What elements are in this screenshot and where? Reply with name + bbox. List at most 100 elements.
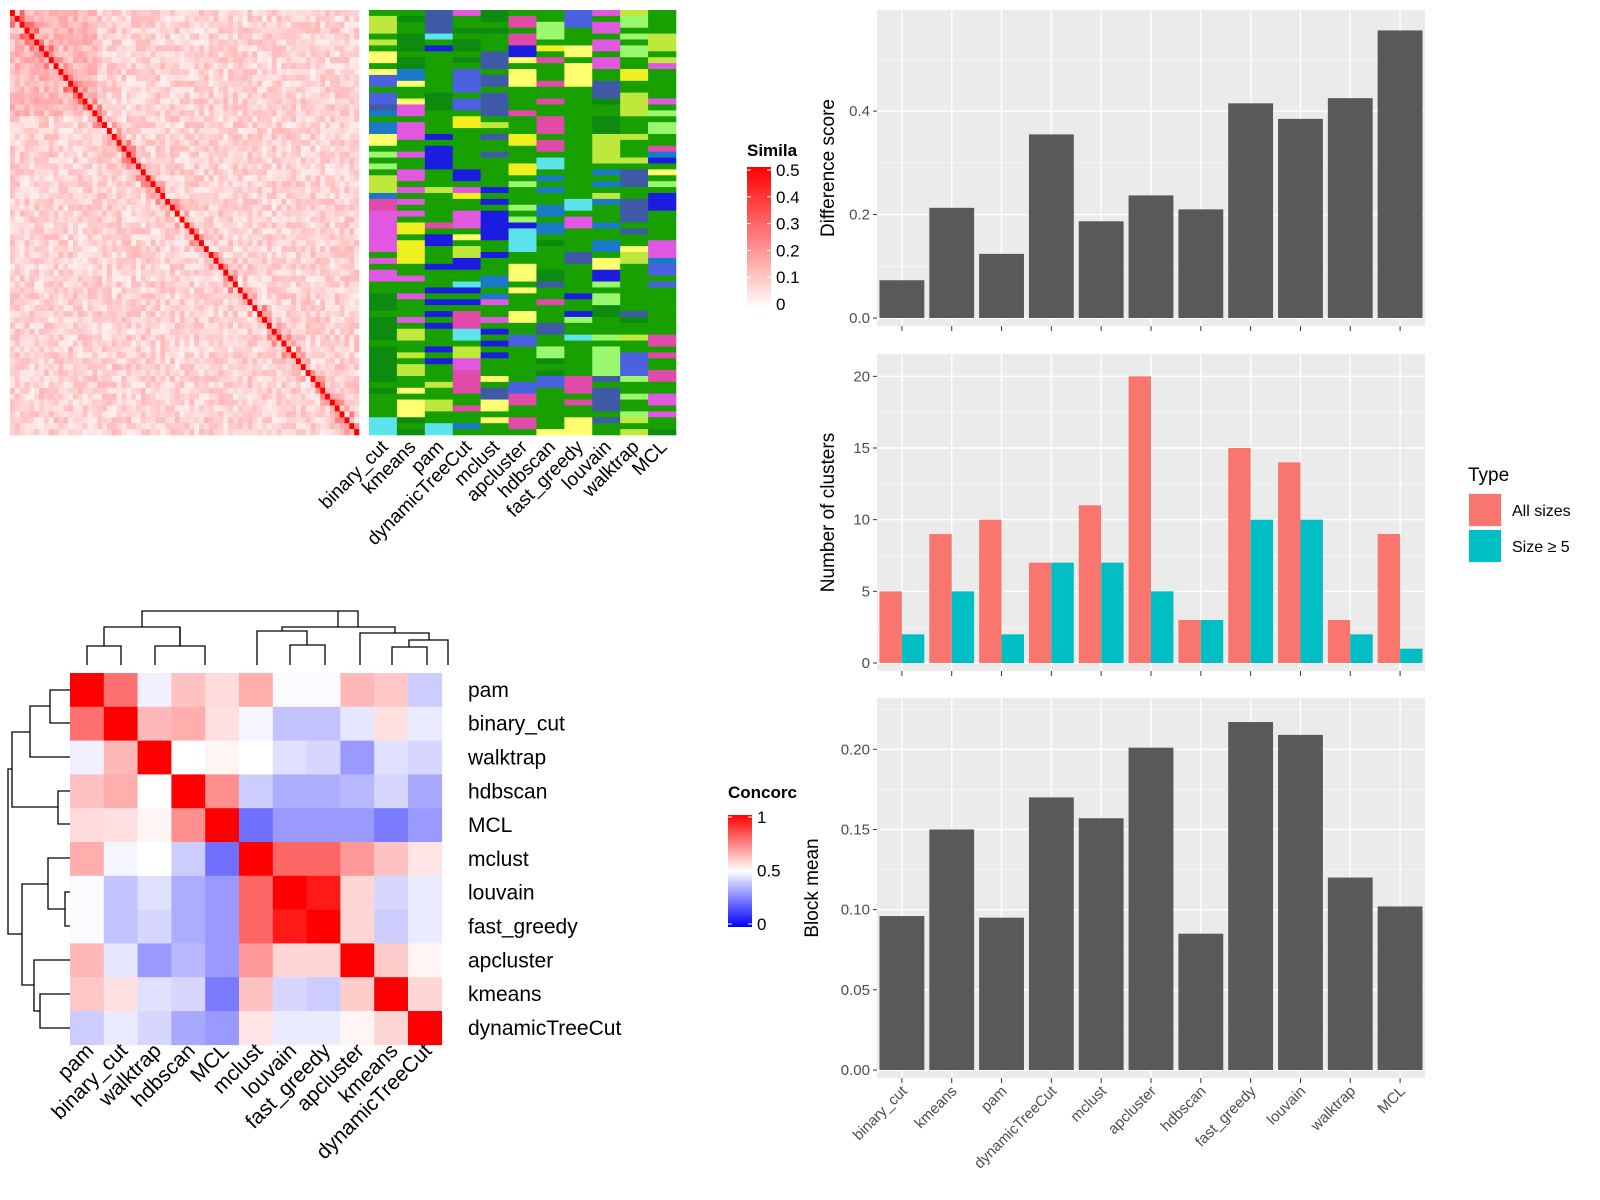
similarity-cell (165, 104, 171, 111)
similarity-cell (43, 116, 50, 123)
similarity-cell (179, 293, 185, 300)
similarity-cell (102, 411, 108, 418)
similarity-cell (276, 27, 282, 34)
similarity-cell (126, 257, 132, 265)
similarity-cell (145, 128, 151, 135)
similarity-cell (300, 163, 306, 170)
similarity-cell (218, 139, 224, 147)
similarity-cell (262, 15, 268, 23)
similarity-cell (169, 405, 176, 412)
similarity-cell (97, 63, 103, 70)
similarity-cell (145, 328, 151, 335)
similarity-cell (349, 246, 355, 253)
similarity-cell (58, 63, 64, 70)
similarity-cell (184, 39, 190, 46)
similarity-cell (315, 63, 321, 70)
similarity-cell (325, 63, 331, 70)
similarity-cell (102, 145, 108, 152)
similarity-cell (344, 27, 350, 34)
similarity-cell (223, 133, 229, 141)
similarity-cell (131, 275, 137, 282)
similarity-cell (155, 364, 161, 371)
similarity-cell (354, 364, 360, 371)
similarity-cell (106, 86, 113, 93)
similarity-cell (106, 311, 113, 318)
similarity-cell (305, 10, 311, 17)
similarity-cell (325, 210, 331, 217)
similarity-cell (344, 63, 350, 70)
similarity-cell (213, 57, 219, 64)
similarity-cell (106, 334, 113, 341)
similarity-cell (169, 74, 176, 82)
similarity-cell (232, 163, 239, 170)
similarity-cell (87, 69, 93, 76)
similarity-cell (34, 21, 40, 29)
similarity-cell (223, 204, 229, 211)
similarity-cell (111, 163, 117, 170)
similarity-cell (116, 228, 122, 235)
similarity-cell (276, 311, 282, 318)
similarity-cell (310, 74, 316, 82)
similarity-cell (237, 92, 243, 99)
similarity-cell (87, 198, 93, 206)
similarity-cell (92, 381, 98, 389)
similarity-cell (344, 340, 350, 347)
similarity-cell (242, 92, 248, 99)
similarity-cell (24, 27, 30, 34)
similarity-cell (315, 269, 321, 276)
similarity-cell (329, 358, 336, 365)
similarity-cell (315, 411, 321, 418)
similarity-cell (325, 364, 331, 371)
similarity-cell (242, 387, 248, 394)
similarity-cell (232, 133, 239, 141)
similarity-cell (97, 139, 103, 147)
similarity-cell (262, 381, 268, 389)
similarity-cell (121, 275, 127, 282)
similarity-cell (281, 399, 287, 406)
similarity-cell (150, 358, 156, 365)
similarity-cell (73, 252, 79, 259)
similarity-cell (305, 39, 311, 46)
similarity-cell (189, 204, 195, 211)
similarity-cell (43, 269, 50, 276)
similarity-cell (257, 316, 263, 324)
similarity-cell (208, 352, 214, 359)
similarity-cell (82, 399, 88, 406)
similarity-cell (43, 222, 50, 229)
similarity-cell (184, 316, 190, 324)
similarity-cell (150, 305, 156, 312)
similarity-cell (43, 257, 50, 265)
similarity-cell (24, 234, 30, 241)
similarity-cell (315, 370, 321, 377)
similarity-cell (160, 98, 166, 105)
similarity-cell (87, 80, 93, 88)
similarity-cell (140, 293, 147, 300)
similarity-cell (43, 305, 50, 312)
similarity-cell (136, 246, 142, 253)
similarity-cell (29, 299, 35, 306)
similarity-cell (213, 240, 219, 247)
similarity-cell (43, 216, 50, 223)
similarity-cell (199, 63, 205, 70)
similarity-cell (305, 269, 311, 276)
similarity-cell (19, 110, 25, 117)
similarity-cell (349, 110, 355, 117)
similarity-cell (305, 204, 311, 211)
similarity-cell (102, 86, 108, 93)
similarity-cell (184, 104, 190, 111)
similarity-cell (14, 27, 20, 34)
similarity-cell (53, 116, 59, 123)
similarity-cell (97, 169, 103, 176)
similarity-cell (203, 187, 210, 194)
similarity-cell (271, 305, 277, 312)
similarity-cell (325, 240, 331, 247)
similarity-cell (310, 181, 316, 188)
similarity-cell (102, 352, 108, 359)
similarity-cell (329, 151, 336, 158)
similarity-cell (184, 399, 190, 406)
similarity-cell (155, 74, 161, 82)
similarity-cell (73, 69, 79, 76)
similarity-cell (329, 27, 336, 34)
similarity-cell (165, 128, 171, 135)
similarity-cell (121, 269, 127, 276)
